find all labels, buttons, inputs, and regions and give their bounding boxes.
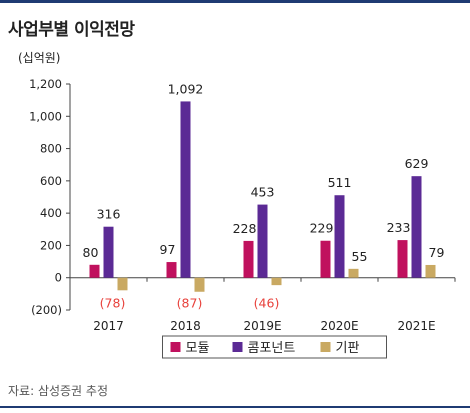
data-label: 79 (429, 245, 445, 260)
legend-swatch (232, 342, 243, 352)
bar (103, 226, 114, 278)
bar (89, 264, 100, 278)
legend-swatch (170, 342, 181, 352)
y-tick-label: 200 (40, 238, 62, 252)
data-label: 629 (405, 156, 429, 171)
bottom-rule (0, 406, 470, 408)
y-tick-label: 1,000 (29, 109, 62, 123)
data-label: (46) (254, 296, 280, 311)
y-tick-label: 800 (40, 142, 62, 156)
legend-box (162, 335, 387, 359)
legend-label: 콤포넌트 (248, 341, 296, 356)
bar (397, 240, 408, 278)
unit-label: (십억원) (18, 51, 60, 65)
data-label: 233 (387, 220, 411, 235)
bar (243, 240, 254, 278)
bar (348, 268, 359, 278)
y-tick-label: 0 (55, 271, 62, 285)
data-label: 1,092 (168, 81, 204, 96)
data-label: 55 (352, 249, 368, 264)
x-tick-label: 2021E (397, 319, 435, 333)
y-tick-label: 400 (40, 206, 62, 220)
y-tick-label: 600 (40, 174, 62, 188)
page-title: 사업부별 이익전망 (8, 20, 135, 40)
data-label: 511 (328, 175, 352, 190)
bar (117, 277, 128, 291)
data-label: (78) (100, 296, 126, 311)
source-note: 자료: 삼성증권 추정 (8, 384, 108, 398)
data-label: 97 (160, 242, 176, 257)
legend-swatch (320, 342, 331, 352)
bar (334, 195, 345, 278)
data-label: (87) (177, 296, 203, 311)
y-tick-label: (200) (31, 303, 62, 317)
data-label: 453 (251, 185, 275, 200)
x-tick-label: 2020E (320, 319, 358, 333)
bar (194, 277, 205, 292)
data-label: 229 (310, 221, 334, 236)
data-label: 316 (97, 207, 121, 222)
data-label: 80 (83, 245, 99, 260)
x-tick-label: 2018 (170, 319, 201, 333)
bar (166, 262, 177, 278)
y-tick-label: 1,200 (29, 77, 62, 91)
top-rule (0, 0, 470, 3)
data-label: 228 (233, 221, 257, 236)
bar (425, 264, 436, 278)
bar (411, 176, 422, 278)
bar (180, 101, 191, 278)
legend-label: 기판 (336, 341, 360, 356)
bar (320, 240, 331, 278)
legend-label: 모듈 (186, 341, 210, 356)
bar (271, 277, 282, 286)
bar (257, 204, 268, 278)
x-tick-label: 2017 (93, 319, 124, 333)
x-tick-label: 2019E (243, 319, 281, 333)
